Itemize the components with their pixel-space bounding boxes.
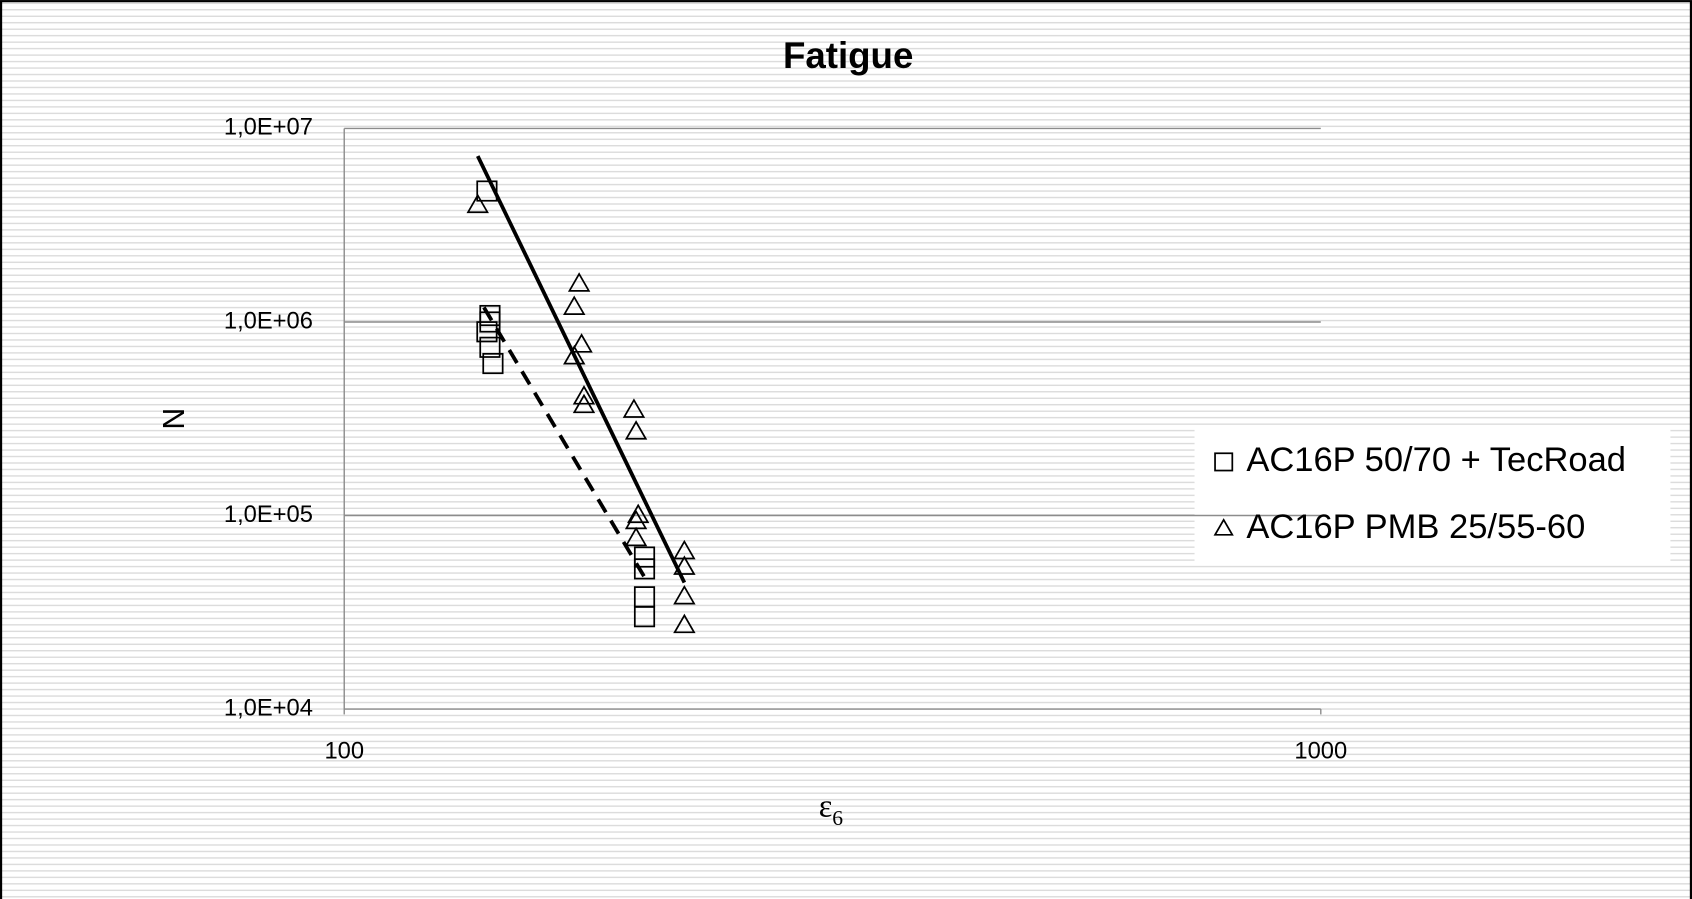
x-axis-label: ε6 (819, 789, 844, 830)
data-point (567, 272, 591, 292)
data-point (479, 336, 501, 358)
data-point (572, 393, 596, 414)
trendline (476, 155, 687, 584)
y-tick-label: 1,0E+04 (224, 695, 313, 721)
chart-title: Fatigue (783, 35, 913, 76)
legend-marker (1214, 452, 1234, 472)
data-point (624, 526, 648, 547)
data-point (563, 295, 586, 315)
y-tick-label: 1,0E+06 (224, 308, 313, 334)
legend-label: AC16P 50/70 + TecRoad (1246, 441, 1626, 479)
data-point (570, 333, 593, 353)
data-point (624, 420, 648, 440)
legend-label: AC16P PMB 25/55-60 (1246, 508, 1585, 546)
data-point (633, 606, 656, 628)
legend-marker (1213, 518, 1234, 536)
data-point (673, 613, 696, 634)
x-axis-label-subscript: 6 (832, 806, 843, 830)
x-tick-label: 100 (324, 738, 364, 764)
data-point (563, 345, 586, 365)
x-tick-label: 1000 (1294, 738, 1347, 764)
data-point (673, 555, 696, 575)
x-axis-label-main: ε (819, 789, 833, 825)
data-point (633, 558, 656, 580)
data-point (633, 546, 656, 568)
data-point (622, 398, 646, 418)
y-tick-label: 1,0E+05 (224, 502, 313, 528)
data-point (466, 193, 489, 214)
data-point (673, 584, 696, 605)
data-point (627, 503, 650, 524)
y-axis-label: N (158, 408, 191, 430)
data-point (482, 352, 504, 375)
trendline (482, 306, 647, 579)
data-point (572, 385, 596, 405)
legend-box (1194, 429, 1671, 562)
y-tick-label: 1,0E+07 (224, 115, 313, 141)
